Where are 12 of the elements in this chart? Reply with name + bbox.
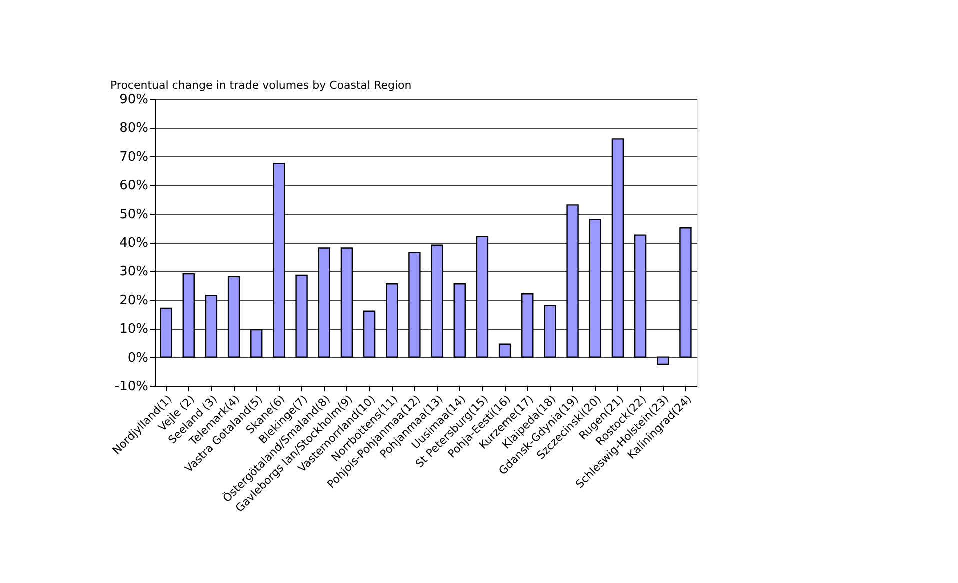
y-tick-label: -10%	[114, 380, 148, 394]
y-tick-label: 30%	[120, 264, 148, 280]
y-tick-label: 50%	[120, 207, 148, 222]
y-tick-label: 60%	[120, 178, 148, 194]
chart-title: Procentual change in trade volumes by Coastal Region	[110, 79, 412, 92]
y-tick-label: 80%	[120, 121, 148, 136]
y-tick-label: 10%	[120, 322, 148, 338]
y-tick-label: 40%	[120, 236, 148, 251]
y-tick-label: 90%	[120, 92, 148, 108]
y-tick-label: 0%	[128, 350, 148, 366]
y-tick-label: 20%	[120, 293, 148, 308]
y-tick-label: 70%	[120, 150, 148, 165]
